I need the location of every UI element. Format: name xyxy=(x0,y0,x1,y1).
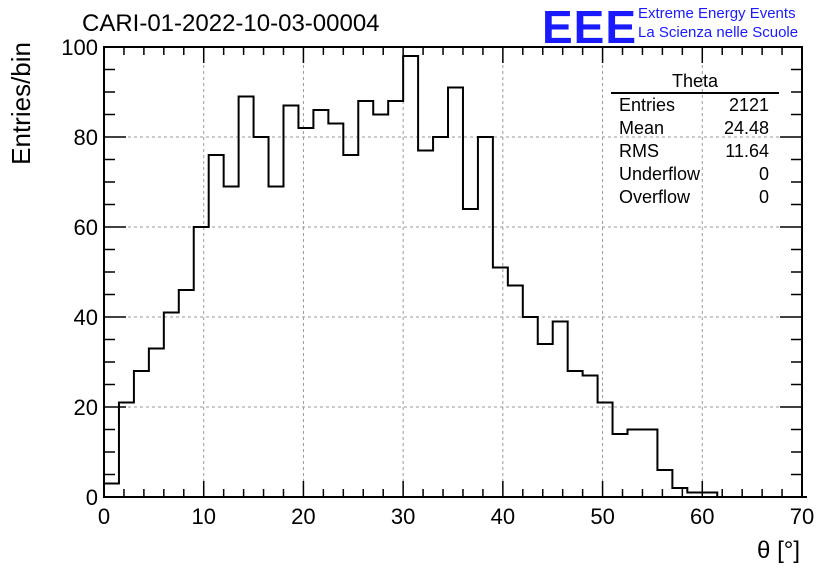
histogram-bin xyxy=(298,128,313,497)
histogram-bin xyxy=(642,430,657,498)
stats-row-entries: Entries 2121 xyxy=(611,94,779,117)
x-axis-label: θ [°] xyxy=(757,537,800,564)
tick-labels: 0 10 20 30 40 50 60 70 0 20 40 60 80 100 xyxy=(61,35,814,529)
histogram-bin xyxy=(672,488,687,497)
histogram-bin xyxy=(224,187,239,498)
x-tick-label: 20 xyxy=(291,504,315,529)
histogram-bin xyxy=(194,227,209,497)
stats-row-underflow: Underflow 0 xyxy=(611,163,779,186)
y-tick-label: 20 xyxy=(74,395,98,420)
x-tick-label: 70 xyxy=(790,504,814,529)
plot-frame xyxy=(103,46,803,498)
stats-value: 0 xyxy=(758,164,769,184)
stats-label: Underflow xyxy=(619,164,701,184)
chart-title: CARI-01-2022-10-03-00004 xyxy=(82,10,380,37)
stats-label: RMS xyxy=(619,141,659,161)
stats-box: Theta Entries 2121 Mean 24.48 RMS 11.64 … xyxy=(611,70,779,209)
y-axis-label: Entries/bin xyxy=(6,42,36,165)
y-tick-label: 60 xyxy=(74,215,98,240)
stats-value: 0 xyxy=(758,187,769,207)
logo-line-2: La Scienza nelle Scuole xyxy=(638,24,799,41)
histogram-bin xyxy=(493,268,508,498)
x-tick-label: 0 xyxy=(98,504,110,529)
histogram-bin xyxy=(553,322,568,498)
histogram-bin xyxy=(209,155,224,497)
histogram-bin xyxy=(448,88,463,498)
histogram-bin xyxy=(104,484,119,498)
stats-value: 11.64 xyxy=(725,141,769,161)
histogram-bin xyxy=(358,101,373,497)
histogram-bin xyxy=(179,290,194,497)
x-tick-label: 50 xyxy=(590,504,614,529)
stats-label: Mean xyxy=(619,118,665,138)
stats-title: Theta xyxy=(611,70,779,94)
logo-line-1: Extreme Energy Events xyxy=(638,5,796,22)
y-tick-label: 80 xyxy=(74,125,98,150)
grid-lines xyxy=(104,47,802,497)
histogram-bin xyxy=(628,430,643,498)
histogram-bin xyxy=(149,349,164,498)
histogram-bin xyxy=(239,97,254,498)
histogram-outline xyxy=(103,55,807,498)
histogram-bin xyxy=(269,187,284,498)
histogram-bin xyxy=(657,470,672,497)
histogram-bin xyxy=(538,344,553,497)
eee-logo: EEE xyxy=(542,1,638,53)
histogram-bin xyxy=(598,403,613,498)
y-tick-label: 0 xyxy=(86,485,98,510)
y-tick-label: 40 xyxy=(74,305,98,330)
histogram-bin xyxy=(283,106,298,498)
y-tick-label: 100 xyxy=(61,35,98,60)
stats-row-mean: Mean 24.48 xyxy=(611,117,779,140)
histogram-bin xyxy=(313,110,328,497)
histogram-bin xyxy=(134,371,149,497)
axis-ticks xyxy=(103,46,803,498)
x-tick-label: 30 xyxy=(391,504,415,529)
logo-caption: Extreme Energy Events La Scienza nelle S… xyxy=(638,4,798,42)
stats-label: Entries xyxy=(619,95,676,115)
stats-row-overflow: Overflow 0 xyxy=(611,186,779,209)
x-tick-label: 40 xyxy=(491,504,515,529)
histogram-bin xyxy=(418,151,433,498)
histogram-bin xyxy=(164,313,179,498)
histogram-bin xyxy=(403,56,418,497)
histogram-bin xyxy=(343,155,358,497)
histogram-bin xyxy=(373,115,388,498)
histogram-bin xyxy=(583,376,598,498)
histogram-bin xyxy=(463,209,478,497)
stats-value: 2121 xyxy=(728,95,769,115)
stats-label: Overflow xyxy=(619,187,691,207)
stats-row-rms: RMS 11.64 xyxy=(611,140,779,163)
x-tick-label: 60 xyxy=(690,504,714,529)
histogram-bin xyxy=(119,403,134,498)
histogram-bin xyxy=(328,124,343,498)
x-tick-label: 10 xyxy=(191,504,215,529)
histogram-bin xyxy=(568,371,583,497)
histogram-bin xyxy=(613,434,628,497)
stats-value: 24.48 xyxy=(723,118,769,138)
histogram-bin xyxy=(388,101,403,497)
